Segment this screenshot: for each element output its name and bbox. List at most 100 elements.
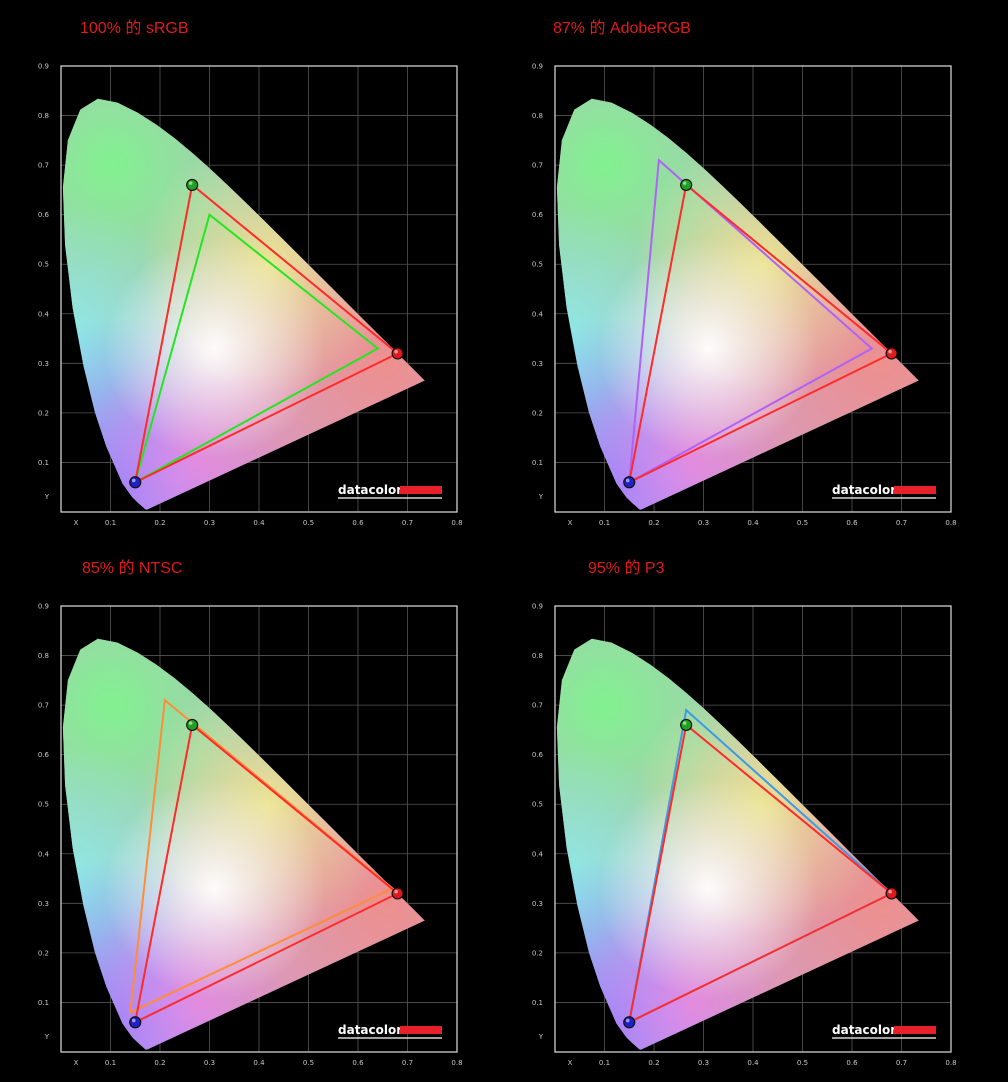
x-tick-label: 0.4 — [253, 1059, 265, 1067]
x-tick-label: 0.5 — [303, 1059, 314, 1067]
y-tick-label: 0.1 — [38, 459, 49, 467]
y-tick-label: 0.1 — [532, 999, 543, 1007]
chart-title: 95% 的 P3 — [588, 560, 665, 577]
x-tick-label: 0.8 — [945, 1059, 956, 1067]
green-primary-marker — [186, 718, 199, 732]
red-primary-marker — [391, 887, 404, 900]
datacolor-logo: datacolor — [832, 1023, 936, 1039]
blue-primary-marker — [623, 476, 636, 489]
chart-plot: 0.1 0.2 0.3 0.4 0.5 0.6 0.7 0.8 0.9 0.1 0.2 0.3 0.4 0… — [36, 62, 466, 528]
datacolor-logo: datacolor — [832, 483, 936, 499]
y-axis-label: Y — [538, 493, 544, 501]
red-primary-marker — [391, 347, 404, 360]
gamut-triangle-1 — [133, 212, 380, 485]
chart-plot: 0.1 0.2 0.3 0.4 0.5 0.6 0.7 0.8 0.9 0.1 0.2 0.3 0.4 0… — [530, 62, 960, 528]
x-tick-label: 0.1 — [105, 1059, 116, 1067]
y-tick-label: 0.4 — [38, 850, 50, 858]
y-tick-label: 0.3 — [38, 360, 49, 368]
datacolor-logo: datacolor — [338, 1023, 442, 1039]
y-tick-label: 0.6 — [38, 751, 50, 759]
y-tick-label: 0.7 — [38, 162, 49, 170]
x-tick-label: 0.7 — [896, 519, 907, 527]
x-tick-label: 0.8 — [945, 519, 956, 527]
x-tick-label: 0.1 — [599, 519, 610, 527]
gamut-triangle-0 — [627, 723, 894, 1025]
y-axis-label: Y — [44, 493, 50, 501]
x-axis-label: X — [568, 1059, 573, 1067]
x-tick-label: 0.3 — [204, 519, 215, 527]
y-axis-label: Y — [538, 1033, 544, 1041]
chromaticity-chart: 0.1 0.2 0.3 0.4 0.5 0.6 0.7 0.8 0.9 0.1 0.2 0.3 0.4 0… — [532, 63, 957, 528]
y-tick-label: 0.6 — [38, 211, 50, 219]
y-tick-label: 0.2 — [38, 409, 49, 417]
chart-panel-srgb: 100% 的 sRGB 0.1 0.2 0.3 0.4 0.5 0.6 0.7 0.8 0.9 0… — [0, 0, 504, 541]
x-tick-label: 0.7 — [402, 519, 413, 527]
x-tick-label: 0.5 — [797, 519, 808, 527]
y-tick-label: 0.4 — [38, 310, 50, 318]
chart-title: 100% 的 sRGB — [80, 20, 189, 37]
y-tick-label: 0.5 — [532, 261, 543, 269]
y-tick-label: 0.2 — [38, 949, 49, 957]
svg-text:datacolor: datacolor — [832, 483, 896, 497]
gamut-triangle-0 — [133, 723, 400, 1025]
y-tick-label: 0.8 — [38, 652, 49, 660]
blue-primary-marker — [623, 1016, 636, 1029]
chart-panel-ntsc: 85% 的 NTSC 0.1 0.2 0.3 0.4 0.5 0.6 0.7 0.8 0.9 0.… — [0, 540, 504, 1081]
y-tick-label: 0.2 — [532, 949, 543, 957]
y-tick-label: 0.6 — [532, 751, 544, 759]
blue-primary-marker — [129, 1016, 142, 1029]
y-tick-label: 0.9 — [532, 603, 543, 611]
x-tick-label: 0.4 — [747, 1059, 759, 1067]
x-tick-label: 0.1 — [105, 519, 116, 527]
y-tick-label: 0.5 — [532, 801, 543, 809]
gamut-triangle-1 — [628, 158, 874, 485]
x-tick-label: 0.8 — [451, 1059, 462, 1067]
red-primary-marker — [885, 347, 898, 360]
spectral-locus — [62, 638, 425, 1050]
y-tick-label: 0.8 — [532, 112, 543, 120]
y-tick-label: 0.4 — [532, 310, 544, 318]
green-primary-marker — [680, 718, 693, 732]
chromaticity-chart: 0.1 0.2 0.3 0.4 0.5 0.6 0.7 0.8 0.9 0.1 0.2 0.3 0.4 0… — [532, 603, 957, 1068]
x-tick-label: 0.2 — [648, 1059, 659, 1067]
x-tick-label: 0.2 — [154, 1059, 165, 1067]
chart-title: 87% 的 AdobeRGB — [553, 20, 691, 37]
y-tick-label: 0.8 — [38, 112, 49, 120]
svg-text:datacolor: datacolor — [338, 483, 402, 497]
x-axis-label: X — [74, 1059, 79, 1067]
y-tick-label: 0.3 — [532, 900, 543, 908]
y-tick-label: 0.7 — [532, 162, 543, 170]
x-tick-label: 0.5 — [303, 519, 314, 527]
y-tick-label: 0.1 — [532, 459, 543, 467]
y-tick-label: 0.8 — [532, 652, 543, 660]
x-tick-label: 0.2 — [648, 519, 659, 527]
chart-plot: 0.1 0.2 0.3 0.4 0.5 0.6 0.7 0.8 0.9 0.1 0.2 0.3 0.4 0… — [530, 602, 960, 1068]
gamut-triangle-0 — [133, 183, 400, 485]
x-axis-label: X — [568, 519, 573, 527]
y-tick-label: 0.9 — [38, 63, 49, 71]
red-primary-marker — [885, 887, 898, 900]
x-tick-label: 0.7 — [896, 1059, 907, 1067]
chromaticity-chart: 0.1 0.2 0.3 0.4 0.5 0.6 0.7 0.8 0.9 0.1 0.2 0.3 0.4 0… — [38, 63, 463, 528]
y-tick-label: 0.2 — [532, 409, 543, 417]
x-tick-label: 0.3 — [698, 519, 709, 527]
chromaticity-chart: 0.1 0.2 0.3 0.4 0.5 0.6 0.7 0.8 0.9 0.1 0.2 0.3 0.4 0… — [38, 603, 463, 1068]
y-axis-label: Y — [44, 1033, 50, 1041]
x-tick-label: 0.3 — [204, 1059, 215, 1067]
x-tick-label: 0.5 — [797, 1059, 808, 1067]
y-tick-label: 0.5 — [38, 261, 49, 269]
spectral-locus — [62, 98, 425, 510]
y-tick-label: 0.6 — [532, 211, 544, 219]
x-axis-label: X — [74, 519, 79, 527]
chart-panel-p3: 95% 的 P3 0.1 0.2 0.3 0.4 0.5 0.6 0.7 0.8 0.9 0.1 0… — [494, 540, 998, 1081]
datacolor-logo: datacolor — [338, 483, 442, 499]
svg-text:datacolor: datacolor — [832, 1023, 896, 1037]
x-tick-label: 0.4 — [253, 519, 265, 527]
x-tick-label: 0.6 — [846, 519, 858, 527]
x-tick-label: 0.8 — [451, 519, 462, 527]
gamut-triangle-1 — [129, 698, 395, 1015]
y-tick-label: 0.5 — [38, 801, 49, 809]
chart-plot: 0.1 0.2 0.3 0.4 0.5 0.6 0.7 0.8 0.9 0.1 0.2 0.3 0.4 0… — [36, 602, 466, 1068]
chart-panel-adobergb: 87% 的 AdobeRGB 0.1 0.2 0.3 0.4 0.5 0.6 0.7 0.8 0… — [494, 0, 998, 541]
x-tick-label: 0.7 — [402, 1059, 413, 1067]
